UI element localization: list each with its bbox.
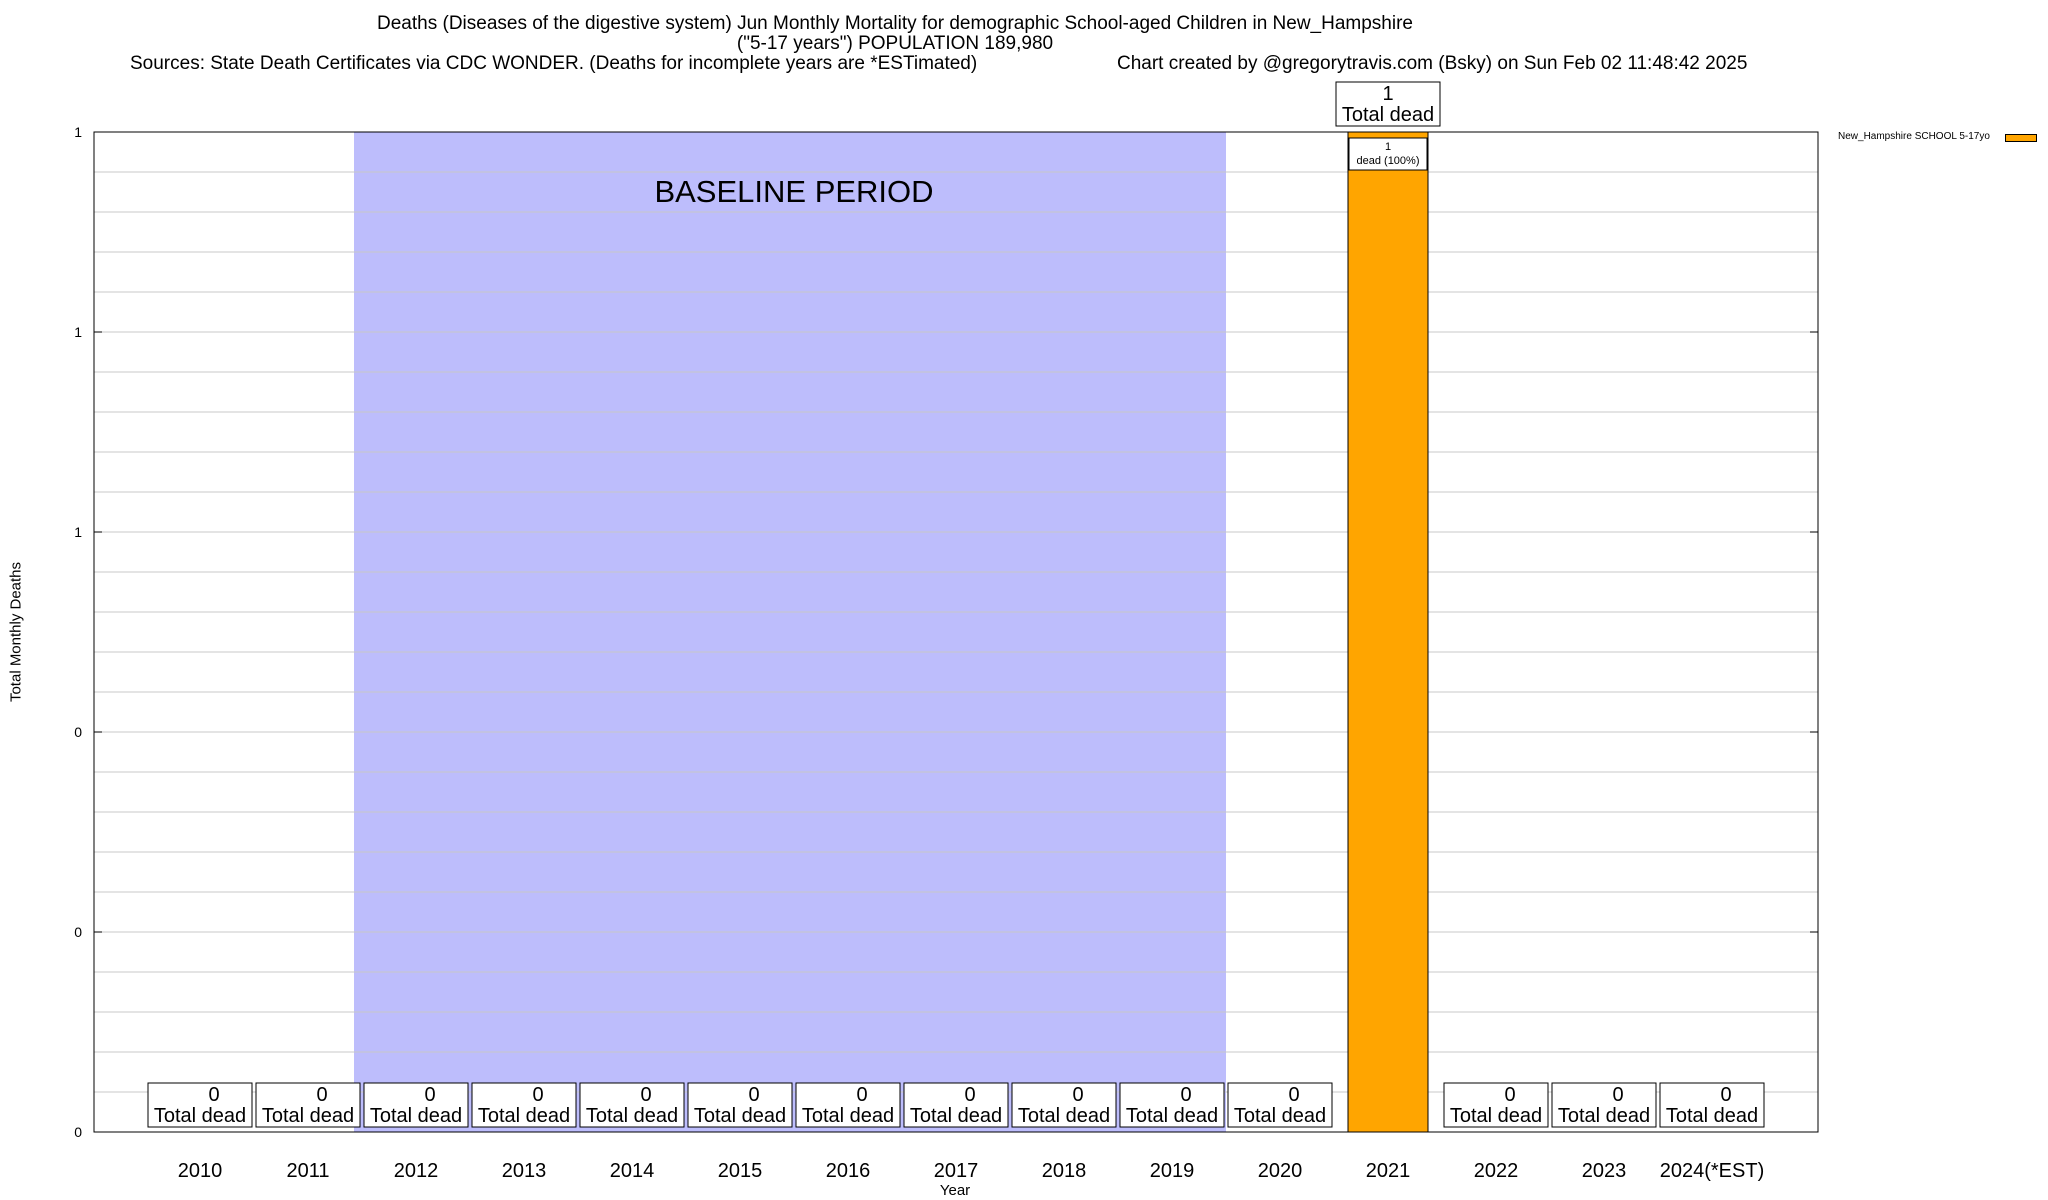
total-label-value: 0 — [1288, 1084, 1299, 1106]
legend-label: New_Hampshire SCHOOL 5-17yo — [1838, 131, 1990, 142]
bar — [1347, 131, 1429, 1133]
total-label-box — [1443, 1082, 1549, 1128]
total-label-value: 0 — [856, 1084, 867, 1106]
x-tick-label: 2019 — [1150, 1160, 1195, 1182]
total-label-box — [795, 1082, 901, 1128]
x-tick-label: 2024(*EST) — [1660, 1160, 1765, 1182]
total-label-text: Total dead — [1666, 1105, 1758, 1127]
total-label-value: 0 — [1504, 1084, 1515, 1106]
total-label-text: Total dead — [586, 1105, 678, 1127]
total-label-value: 0 — [316, 1084, 327, 1106]
total-label-value: 0 — [1180, 1084, 1191, 1106]
total-label-value: 0 — [532, 1084, 543, 1106]
baseline-period-band — [354, 132, 1226, 1132]
total-label-box — [1011, 1082, 1117, 1128]
total-label-text: Total dead — [1558, 1105, 1650, 1127]
total-label-box — [687, 1082, 793, 1128]
y-tick-label: 1 — [74, 124, 82, 140]
x-tick-label: 2017 — [934, 1160, 979, 1182]
total-label-box — [903, 1082, 1009, 1128]
x-tick-label: 2023 — [1582, 1160, 1627, 1182]
total-label-value: 0 — [208, 1084, 219, 1106]
total-label-value: 0 — [1072, 1084, 1083, 1106]
total-label-text: Total dead — [478, 1105, 570, 1127]
x-tick-label: 2015 — [718, 1160, 763, 1182]
segment-label-count: 1 — [1385, 141, 1391, 153]
chart-title: Deaths (Diseases of the digestive system… — [377, 13, 1413, 34]
y-tick-label: 0 — [74, 1124, 82, 1140]
total-label-value: 0 — [964, 1084, 975, 1106]
total-label-box — [1659, 1082, 1765, 1128]
total-label-value: 0 — [640, 1084, 651, 1106]
segment-label-text: dead (100%) — [1357, 155, 1420, 167]
total-label-value: 0 — [1720, 1084, 1731, 1106]
x-tick-label: 2016 — [826, 1160, 871, 1182]
total-label-text: Total dead — [154, 1105, 246, 1127]
y-axis-label: Total Monthly Deaths — [7, 561, 25, 703]
total-label-value: 0 — [1612, 1084, 1623, 1106]
y-tick-label: 1 — [74, 324, 82, 340]
total-label-value: 0 — [424, 1084, 435, 1106]
total-label-text: Total dead — [694, 1105, 786, 1127]
y-tick-label: 1 — [74, 524, 82, 540]
total-label-value: 0 — [748, 1084, 759, 1106]
total-label-text: Total dead — [262, 1105, 354, 1127]
x-axis-label: Year — [939, 1182, 971, 1199]
total-label-box — [1335, 81, 1441, 127]
x-tick-label: 2014 — [610, 1160, 655, 1182]
segment-label-box — [1348, 137, 1428, 171]
chart-credit: Chart created by @gregorytravis.com (Bsk… — [1117, 53, 1748, 74]
sources-note: Sources: State Death Certificates via CD… — [130, 53, 978, 74]
total-label-text: Total dead — [1018, 1105, 1110, 1127]
total-label-box — [579, 1082, 685, 1128]
total-label-value: 1 — [1382, 83, 1393, 105]
total-label-box — [363, 1082, 469, 1128]
x-tick-label: 2013 — [502, 1160, 547, 1182]
total-label-box — [471, 1082, 577, 1128]
plot-frame — [93, 131, 1819, 1133]
x-tick-label: 2010 — [178, 1160, 223, 1182]
x-tick-label: 2018 — [1042, 1160, 1087, 1182]
total-label-box — [255, 1082, 361, 1128]
chart-subtitle: ("5-17 years") POPULATION 189,980 — [736, 33, 1054, 54]
total-label-box — [147, 1082, 253, 1128]
total-label-text: Total dead — [370, 1105, 462, 1127]
total-label-box — [1227, 1082, 1333, 1128]
x-tick-label: 2012 — [394, 1160, 439, 1182]
total-label-text: Total dead — [1126, 1105, 1218, 1127]
baseline-period-label: BASELINE PERIOD — [654, 174, 933, 209]
y-tick-label: 0 — [74, 924, 82, 940]
total-label-text: Total dead — [1450, 1105, 1542, 1127]
total-label-text: Total dead — [1342, 104, 1434, 126]
total-label-text: Total dead — [802, 1105, 894, 1127]
x-tick-label: 2020 — [1258, 1160, 1303, 1182]
legend-swatch — [2005, 134, 2037, 142]
y-tick-label: 0 — [74, 724, 82, 740]
total-label-text: Total dead — [910, 1105, 1002, 1127]
x-tick-label: 2022 — [1474, 1160, 1519, 1182]
total-label-box — [1119, 1082, 1225, 1128]
x-tick-label: 2021 — [1366, 1160, 1411, 1182]
total-label-text: Total dead — [1234, 1105, 1326, 1127]
x-tick-label: 2011 — [286, 1160, 329, 1182]
total-label-box — [1551, 1082, 1657, 1128]
